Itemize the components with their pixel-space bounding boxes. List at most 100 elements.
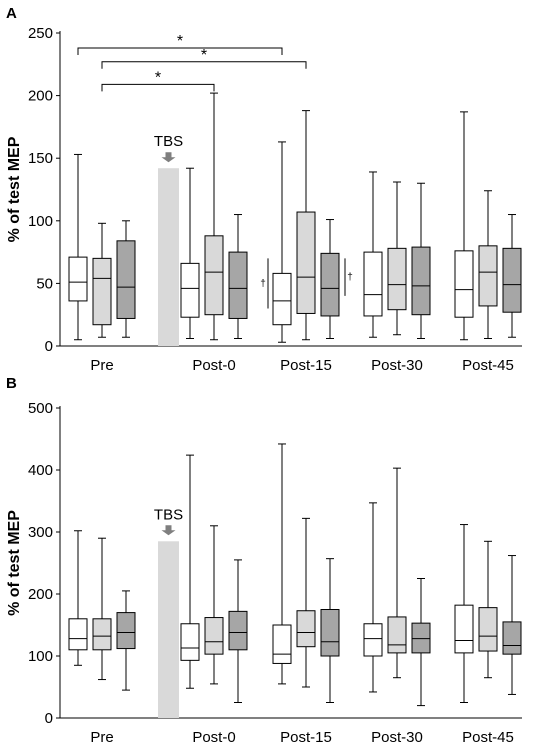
dagger-marker: † (260, 278, 266, 289)
y-tick-label: 250 (28, 25, 53, 42)
category-label: Post-45 (462, 729, 514, 746)
box-plot (68, 153, 88, 341)
iqr-box (411, 622, 431, 654)
y-tick-label: 100 (28, 213, 53, 230)
iqr-box (411, 246, 431, 316)
category-label: Post-0 (192, 729, 235, 746)
tbs-arrow-icon (161, 525, 176, 536)
y-axis-label: % of test MEP (6, 510, 23, 616)
iqr-box (272, 272, 292, 326)
category-label: Post-30 (371, 729, 423, 746)
y-tick-label: 500 (28, 400, 53, 417)
iqr-box (478, 245, 498, 307)
iqr-box (92, 257, 112, 326)
iqr-box (228, 251, 248, 319)
box-plot (180, 167, 200, 339)
y-tick-label: 200 (28, 88, 53, 105)
y-tick-label: 200 (28, 586, 53, 603)
iqr-box (204, 617, 224, 655)
iqr-box (204, 235, 224, 316)
iqr-box (68, 256, 88, 302)
tbs-label: TBS (154, 133, 183, 150)
box-plot (387, 181, 407, 336)
significance-marker: * (201, 47, 207, 64)
box-plot (320, 558, 340, 703)
iqr-box (387, 247, 407, 311)
category-label: Post-15 (280, 729, 332, 746)
iqr-box (502, 247, 522, 313)
iqr-box (363, 251, 383, 317)
category-label: Post-30 (371, 357, 423, 374)
y-tick-label: 400 (28, 462, 53, 479)
box-plot (320, 219, 340, 339)
significance-bracket (77, 47, 283, 56)
significance-bracket (101, 61, 307, 69)
box-plot (92, 222, 112, 338)
iqr-box (502, 621, 522, 655)
category-label: Post-15 (280, 357, 332, 374)
significance-marker: * (155, 69, 161, 86)
iqr-box (363, 623, 383, 657)
y-tick-label: 0 (45, 710, 53, 727)
iqr-box (454, 604, 474, 654)
box-plot (411, 182, 431, 339)
box-plot (296, 110, 316, 341)
box-plot (180, 454, 200, 689)
box-plot (454, 111, 474, 341)
box-plot (478, 540, 498, 679)
y-axis-label: % of test MEP (6, 136, 23, 242)
box-plot (363, 171, 383, 338)
box-plot (228, 559, 248, 703)
dagger-marker: † (347, 272, 353, 283)
tbs-label: TBS (154, 506, 183, 523)
iqr-box (387, 616, 407, 654)
box-plot (502, 555, 522, 695)
panel-letter: B (6, 375, 17, 392)
y-tick-label: 50 (36, 275, 53, 292)
y-tick-label: 300 (28, 524, 53, 541)
box-plot (228, 214, 248, 339)
iqr-box (320, 609, 340, 657)
iqr-box (68, 618, 88, 651)
panel-b: B % of test MEP 0 100 200 300 400 500 TBS Pre Post… (6, 375, 522, 746)
box-plot (68, 530, 88, 666)
box-plot (454, 524, 474, 703)
iqr-box (116, 612, 136, 650)
iqr-box (180, 623, 200, 661)
iqr-box (454, 250, 474, 318)
box-plot (387, 467, 407, 679)
y-tick-label: 150 (28, 150, 53, 167)
box-plot (204, 525, 224, 685)
iqr-box (320, 252, 340, 317)
iqr-box (228, 610, 248, 651)
box-plot (478, 190, 498, 339)
box-plot (116, 220, 136, 338)
category-label: Pre (90, 729, 113, 746)
panel-a: A % of test MEP 0 50 100 150 200 250 TBS Pre Post-… (6, 5, 522, 374)
iqr-box (180, 262, 200, 318)
iqr-box (296, 211, 316, 314)
significance-marker: * (177, 33, 183, 50)
y-tick-label: 0 (45, 338, 53, 355)
category-label: Pre (90, 357, 113, 374)
y-tick-label: 100 (28, 648, 53, 665)
category-label: Post-0 (192, 357, 235, 374)
tbs-bar (158, 541, 179, 718)
box-plot (92, 537, 112, 681)
tbs-arrow-icon (161, 152, 176, 163)
iqr-box (92, 618, 112, 651)
box-plot (272, 141, 292, 343)
iqr-box (272, 624, 292, 664)
box-plot (411, 578, 431, 707)
box-plot (296, 517, 316, 688)
tbs-bar (158, 168, 179, 346)
panel-letter: A (6, 5, 17, 22)
box-plot (272, 443, 292, 685)
iqr-box (116, 240, 136, 319)
box-plot (363, 502, 383, 693)
iqr-box (296, 610, 316, 648)
box-plot (204, 92, 224, 341)
significance-bracket (101, 83, 215, 92)
box-plot (502, 214, 522, 338)
